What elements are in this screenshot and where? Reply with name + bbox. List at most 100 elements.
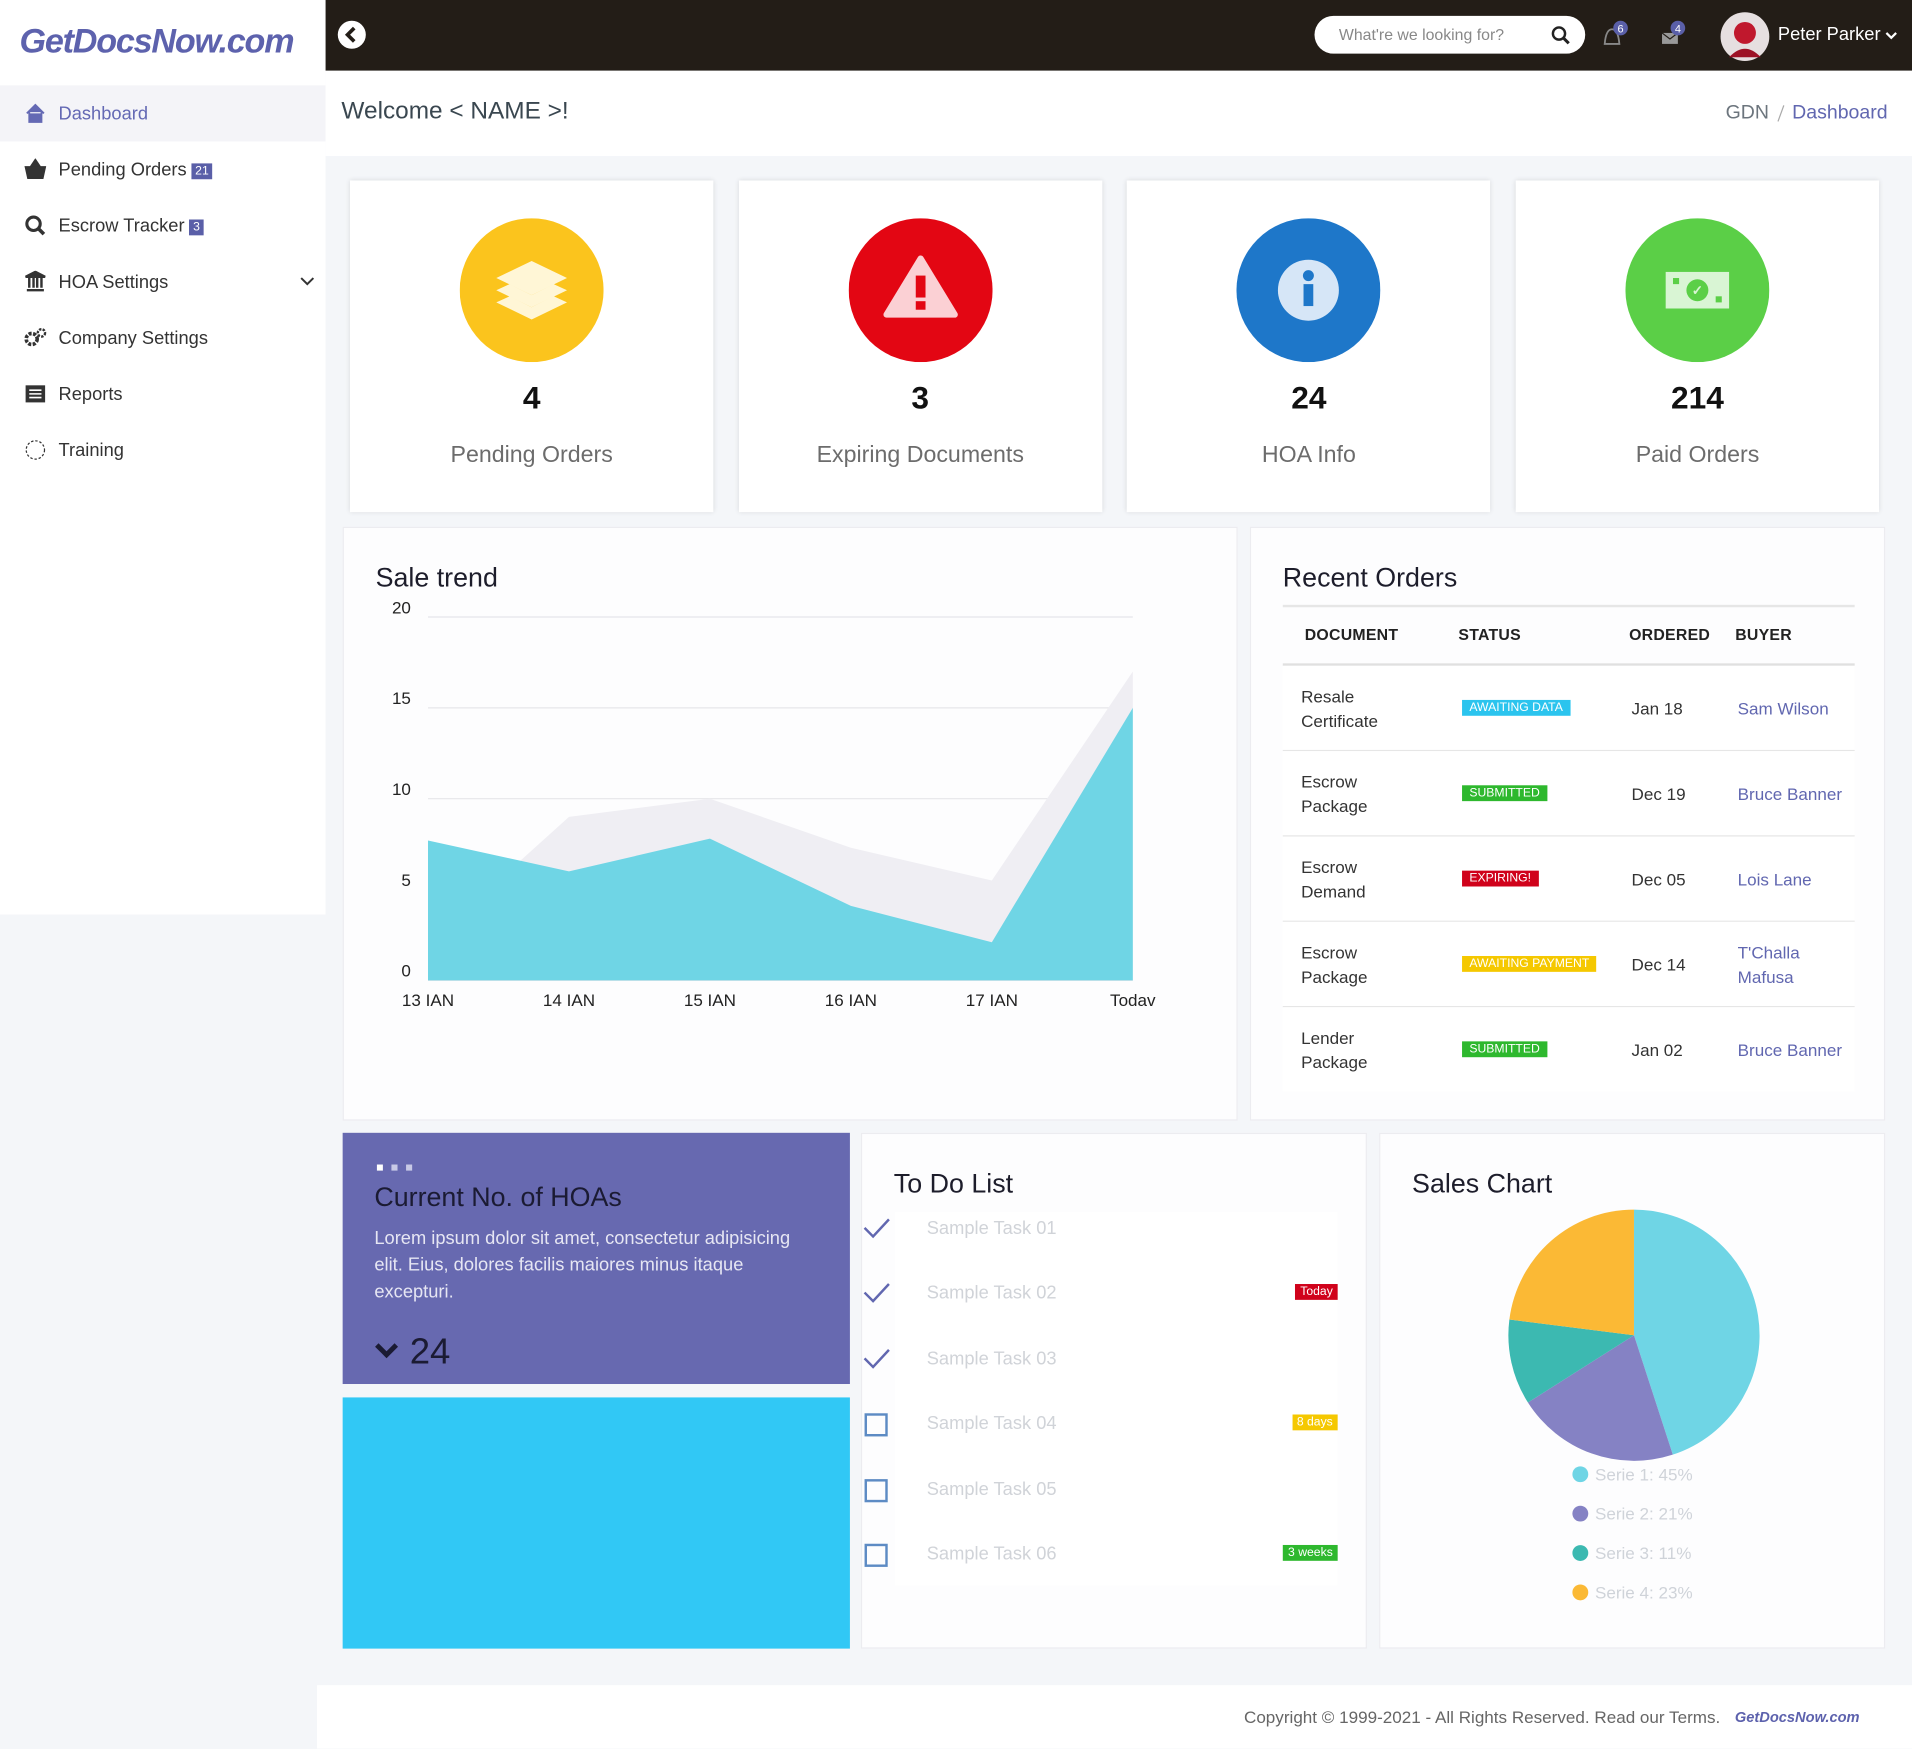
task-label: Sample Task 04: [926, 1413, 1057, 1435]
logo[interactable]: GetDocsNow.com: [19, 21, 295, 60]
task-label: Sample Task 06: [926, 1543, 1057, 1565]
table-row: Escrow Package SUBMITTED Dec 19 Bruce Banne…: [1282, 751, 1855, 837]
chart: Serie 1: 45% Serie 2: 21% Serie 3: 11% Seri…: [1508, 1209, 1760, 1602]
buyer-cell: Lois Lane: [1738, 837, 1848, 921]
check-icon[interactable]: [862, 1280, 891, 1309]
ordered-cell-text: Jan 02: [1631, 1039, 1683, 1060]
column-header: ORDERED: [1629, 625, 1711, 644]
ordered-cell-text: Jan 18: [1631, 698, 1683, 718]
ordered-cell: Jan 18: [1632, 666, 1717, 750]
buyer-cell-text[interactable]: Lois Lane: [1737, 868, 1812, 889]
stat-card[interactable]: 3 Expiring Documents: [738, 180, 1102, 513]
column-header: BUYER: [1735, 625, 1792, 644]
document-cell-text: Escrow Package: [1301, 941, 1368, 986]
legend-label: Serie 4: 23%: [1595, 1583, 1693, 1602]
task-label: Sample Task 02: [926, 1283, 1057, 1305]
todo-list: Sample Task 01 Sample Task 02 Today Sample …: [895, 1212, 1338, 1586]
nav-icon: [26, 103, 45, 123]
ordered-cell-text: Dec 14: [1631, 954, 1686, 974]
check-icon[interactable]: [862, 1345, 891, 1374]
table-row: Escrow Package AWAITING PAYMENT Dec 14 T'Ch…: [1282, 921, 1855, 1008]
search-box[interactable]: What're we looking for?: [1314, 15, 1586, 54]
breadcrumb-item[interactable]: GDN: [1725, 102, 1769, 124]
document-cell-text: Escrow Package: [1301, 771, 1368, 816]
checkbox[interactable]: [862, 1475, 891, 1504]
nav-label: Company Settings: [58, 327, 209, 349]
footer-text: Copyright © 1999-2021 - All Rights Reser…: [1244, 1707, 1860, 1727]
welcome-title: Welcome < NAME >!: [341, 97, 569, 125]
status-badge: SUBMITTED: [1462, 1041, 1548, 1058]
nav-item[interactable]: HOA Settings: [0, 254, 326, 310]
nav-item[interactable]: Dashboard: [0, 85, 326, 142]
nav-label: Training: [58, 439, 124, 461]
nav-label: Pending Orders: [58, 159, 187, 180]
check-icon[interactable]: [862, 1215, 891, 1244]
stat-card[interactable]: 4 Pending Orders: [349, 180, 714, 513]
info-block: [342, 1397, 850, 1649]
table-row: Resale Certificate AWAITING DATA Jan 18 Sam…: [1282, 665, 1855, 752]
sale-trend-panel: Sale trend 0 5 10 15 20 13 IAN 14 IAN 15 IAN 16 …: [342, 526, 1238, 1121]
legend-dot: [1572, 1545, 1589, 1561]
header-rule: [1282, 663, 1855, 666]
stat-card[interactable]: ✓ 214 Paid Orders: [1515, 180, 1880, 513]
stat-label: Expiring Documents: [816, 442, 1024, 469]
document-cell-text: Resale Certificate: [1301, 685, 1378, 730]
back-button[interactable]: [337, 20, 367, 50]
footer: Copyright © 1999-2021 - All Rights Reser…: [317, 1685, 1912, 1749]
document-cell: Lender Package: [1301, 1007, 1423, 1091]
buyer-cell-text[interactable]: Bruce Banner: [1737, 783, 1843, 803]
nav-icon: [25, 270, 46, 292]
nav-icon: [25, 440, 46, 460]
user-menu[interactable]: Peter Parker: [1778, 24, 1898, 45]
messages[interactable]: 4: [1658, 20, 1695, 52]
status-cell: SUBMITTED: [1462, 751, 1548, 835]
checkbox[interactable]: [862, 1540, 891, 1569]
buyer-cell-text[interactable]: Bruce Banner: [1737, 1039, 1843, 1060]
nav-item[interactable]: Reports: [0, 366, 326, 422]
message-count: 4: [1675, 23, 1681, 35]
notifications[interactable]: 6: [1600, 20, 1637, 52]
stat-card[interactable]: 24 HOA Info: [1127, 180, 1491, 513]
nav-icon: [25, 215, 46, 236]
nav-item[interactable]: Pending Orders 21: [0, 141, 326, 197]
legend-dot: [1572, 1584, 1589, 1601]
breadcrumb-item: Dashboard: [1792, 102, 1888, 124]
chevron: [300, 277, 315, 286]
x-tick-label: 13 IAN: [402, 991, 454, 1010]
checkbox[interactable]: [862, 1410, 891, 1439]
nav-item[interactable]: Escrow Tracker 3: [0, 198, 326, 254]
hoa-panel: Current No. of HOAs Lorem ipsum dolor si…: [342, 1132, 850, 1385]
stat-icon: [459, 218, 604, 363]
table-row: Lender Package SUBMITTED Jan 02 Bruce Banne…: [1282, 1007, 1855, 1092]
column-header: DOCUMENT: [1304, 625, 1399, 644]
nav-icon: [25, 385, 46, 403]
nav-label: Escrow Tracker: [58, 215, 185, 236]
task-label: Sample Task 05: [926, 1478, 1057, 1500]
search-icon[interactable]: [1551, 26, 1571, 46]
status-badge: AWAITING PAYMENT: [1462, 956, 1597, 972]
x-tick-label: Todav: [1110, 991, 1156, 1010]
x-tick-label: 14 IAN: [543, 991, 595, 1010]
stat-value: 3: [911, 379, 930, 416]
topbar: [325, 0, 1912, 71]
buyer-cell-text[interactable]: Sam Wilson: [1737, 698, 1829, 718]
buyer-cell: Sam Wilson: [1738, 666, 1848, 750]
ordered-cell: Jan 02: [1632, 1007, 1717, 1091]
buyer-cell: Bruce Banner: [1738, 751, 1848, 835]
stat-label: HOA Info: [1261, 442, 1356, 469]
footer-brand[interactable]: GetDocsNow.com: [1734, 1708, 1860, 1726]
pie-slice: [1508, 1319, 1634, 1403]
nav-item[interactable]: Company Settings: [0, 310, 326, 366]
pie-slice: [1527, 1335, 1673, 1461]
legend-dot: [1572, 1505, 1589, 1522]
legend-label: Serie 2: 21%: [1595, 1505, 1693, 1524]
buyer-cell-text[interactable]: T'Challa Mafusa: [1737, 941, 1800, 986]
avatar[interactable]: [1719, 11, 1770, 62]
ordered-cell-text: Dec 05: [1631, 868, 1686, 889]
nav-label: Reports: [58, 383, 123, 405]
nav-item[interactable]: Training: [0, 422, 326, 478]
hoa-count: 24: [409, 1331, 451, 1372]
orders-table: DOCUMENT STATUS ORDERED BUYER Resale Certifi…: [1282, 604, 1855, 1092]
x-tick-label: 15 IAN: [684, 991, 736, 1010]
